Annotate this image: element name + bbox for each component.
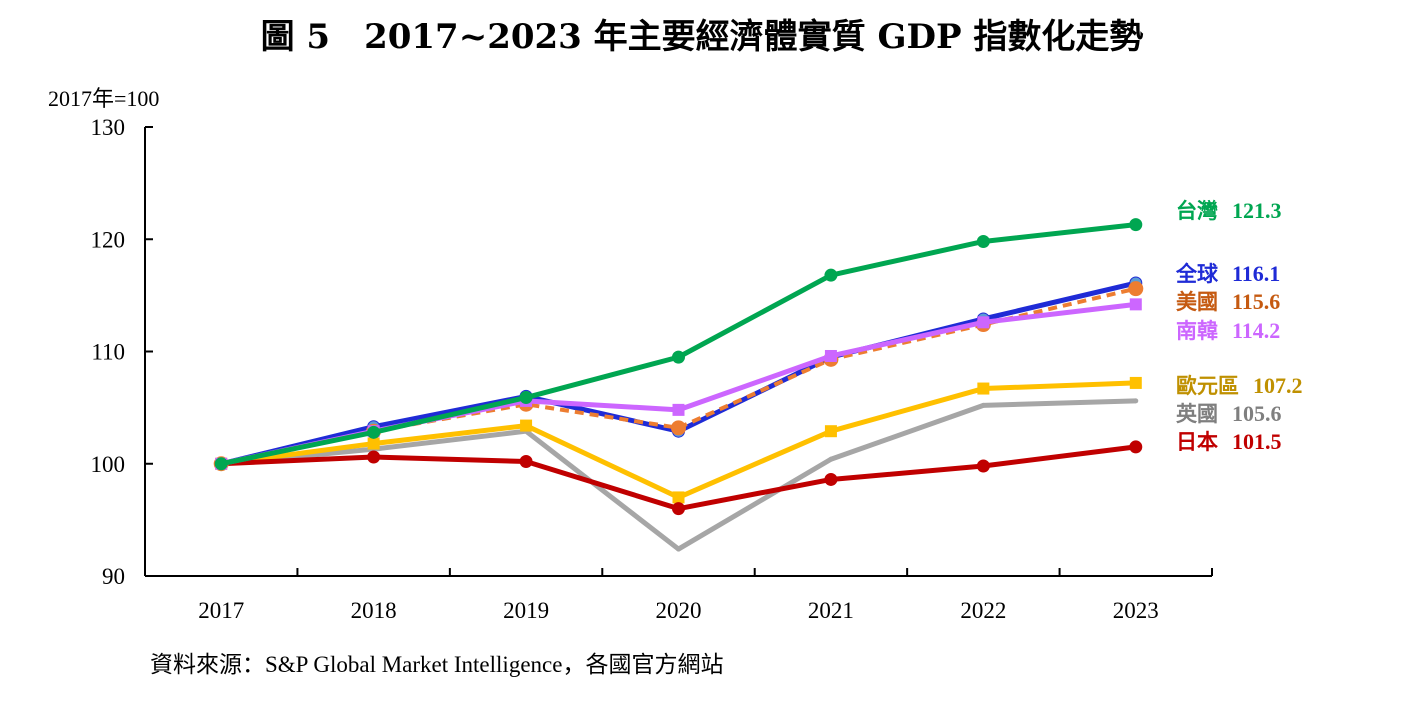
- series-美國: [213, 281, 1144, 472]
- end-label-value: 116.1: [1232, 261, 1280, 286]
- y-tick-label: 120: [91, 227, 126, 252]
- end-label-value: 121.3: [1232, 198, 1282, 223]
- chart-title: 圖 5 2017~2023 年主要經濟體實質 GDP 指數化走勢: [261, 17, 1144, 57]
- data-point: [672, 403, 685, 416]
- x-tick-label: 2018: [351, 598, 397, 623]
- end-label-美國: 美國 115.6: [1176, 289, 1280, 314]
- end-label-value: 101.5: [1232, 429, 1282, 454]
- y-tick-label: 100: [91, 452, 126, 477]
- end-label-series-name: 南韓: [1176, 318, 1218, 343]
- end-label-series-name: 台灣: [1176, 198, 1218, 223]
- source-note: 資料來源：S&P Global Market Intelligence，各國官方…: [150, 652, 723, 677]
- end-label-series-name: 英國: [1176, 401, 1218, 426]
- y-tick-label: 110: [91, 340, 125, 365]
- x-tick-label: 2017: [198, 598, 244, 623]
- series-日本: [214, 440, 1143, 516]
- data-point: [672, 350, 685, 364]
- end-label-series-name: 日本: [1176, 429, 1218, 454]
- series-line: [220, 301, 1137, 467]
- end-label-南韓: 南韓 114.2: [1176, 318, 1280, 343]
- chart-axes: 90 100 110 120 130 2017 2018 2019 2020 2021 2022 20…: [91, 115, 1213, 623]
- data-point: [519, 455, 533, 469]
- series-歐元區: [215, 376, 1142, 504]
- end-label-日本: 日本 101.5: [1176, 429, 1282, 454]
- y-axis-unit-label: 2017年=100: [48, 86, 159, 111]
- data-point: [671, 420, 686, 436]
- x-tick-label: 2021: [808, 598, 854, 623]
- end-label-value: 114.2: [1232, 318, 1280, 343]
- series-layer: [213, 218, 1144, 552]
- data-point: [367, 437, 380, 450]
- data-point: [676, 546, 681, 552]
- series-全球: [214, 276, 1143, 471]
- end-label-英國: 英國 105.6: [1176, 401, 1282, 426]
- data-point: [1133, 398, 1139, 404]
- x-tick-label: 2022: [960, 598, 1006, 623]
- data-point: [824, 268, 838, 282]
- data-point: [1128, 281, 1144, 297]
- data-point: [672, 502, 685, 516]
- x-tick-label: 2019: [503, 598, 549, 623]
- data-point: [1129, 298, 1142, 311]
- data-point: [214, 457, 228, 471]
- data-point: [980, 402, 986, 408]
- end-label-value: 105.6: [1232, 401, 1282, 426]
- end-label-series-name: 全球: [1175, 261, 1219, 286]
- data-point: [824, 425, 837, 438]
- data-point: [824, 349, 837, 362]
- y-tick-label: 90: [102, 564, 125, 589]
- data-point: [1129, 376, 1142, 389]
- end-label-歐元區: 歐元區 107.2: [1176, 373, 1303, 398]
- x-tick-label: 2023: [1113, 598, 1159, 623]
- end-label-series-name: 歐元區: [1176, 373, 1239, 398]
- series-台灣: [214, 218, 1143, 471]
- data-point: [519, 391, 533, 405]
- data-point: [976, 459, 990, 473]
- series-line: [220, 380, 1136, 500]
- end-label-series-name: 美國: [1176, 289, 1218, 314]
- data-point: [520, 419, 533, 432]
- end-label-全球: 全球 116.1: [1175, 261, 1280, 286]
- end-label-value: 107.2: [1253, 373, 1303, 398]
- data-point: [828, 456, 834, 462]
- data-point: [976, 234, 990, 248]
- data-point: [824, 472, 838, 486]
- data-point: [977, 316, 990, 329]
- end-labels: 台灣 121.3 全球 116.1 美國 115.6 南韓 114.2 歐元區 107.2 英國 10…: [1175, 198, 1303, 454]
- data-point: [1129, 218, 1143, 232]
- end-label-台灣: 台灣 121.3: [1176, 198, 1282, 223]
- end-label-value: 115.6: [1232, 289, 1280, 314]
- data-point: [672, 491, 685, 504]
- y-tick-label: 130: [91, 115, 126, 140]
- data-point: [367, 425, 381, 439]
- data-point: [977, 382, 990, 395]
- x-tick-label: 2020: [656, 598, 702, 623]
- data-point: [1129, 440, 1143, 454]
- data-point: [367, 450, 381, 464]
